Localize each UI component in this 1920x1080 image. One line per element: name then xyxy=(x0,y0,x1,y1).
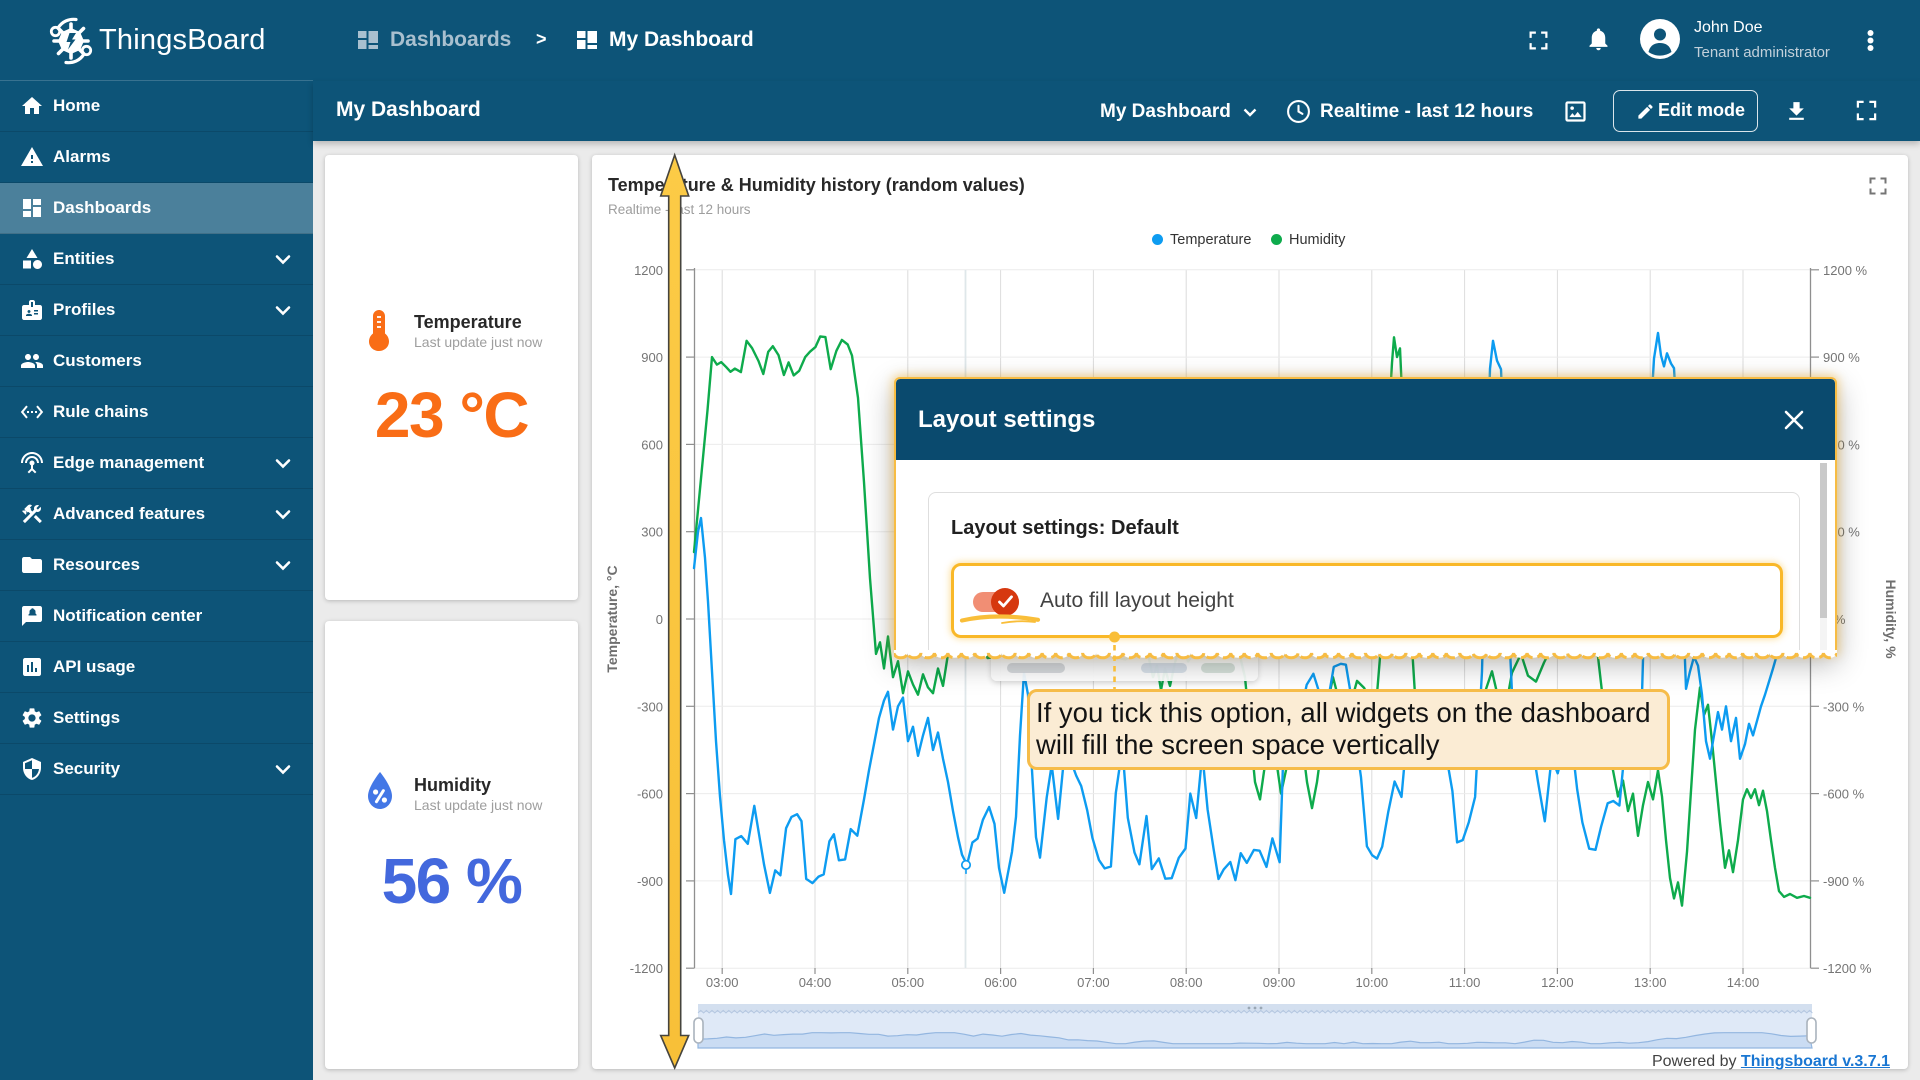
svg-text:13:00: 13:00 xyxy=(1634,975,1667,990)
svg-text:600: 600 xyxy=(641,437,663,452)
svg-text:-600: -600 xyxy=(637,787,663,802)
svg-text:Temperature, °C: Temperature, °C xyxy=(604,565,620,672)
svg-text:11:00: 11:00 xyxy=(1449,975,1481,990)
svg-text:-1200 %: -1200 % xyxy=(1823,961,1872,976)
svg-text:-1200: -1200 xyxy=(630,961,663,976)
svg-text:-300: -300 xyxy=(637,699,663,714)
svg-text:-900: -900 xyxy=(637,874,663,889)
svg-text:900: 900 xyxy=(641,350,663,365)
svg-text:12:00: 12:00 xyxy=(1541,975,1574,990)
svg-text:05:00: 05:00 xyxy=(892,975,925,990)
svg-text:1200: 1200 xyxy=(634,263,663,278)
svg-text:10:00: 10:00 xyxy=(1356,975,1389,990)
svg-text:08:00: 08:00 xyxy=(1170,975,1203,990)
svg-text:09:00: 09:00 xyxy=(1263,975,1296,990)
svg-text:900 %: 900 % xyxy=(1823,350,1860,365)
svg-text:Humidity, %: Humidity, % xyxy=(1883,579,1899,659)
svg-text:300: 300 xyxy=(641,525,663,540)
svg-text:14:00: 14:00 xyxy=(1727,975,1760,990)
svg-text:03:00: 03:00 xyxy=(706,975,739,990)
svg-text:07:00: 07:00 xyxy=(1077,975,1110,990)
svg-text:-300 %: -300 % xyxy=(1823,699,1865,714)
svg-text:0: 0 xyxy=(656,612,663,627)
svg-text:-600 %: -600 % xyxy=(1823,787,1865,802)
svg-text:04:00: 04:00 xyxy=(799,975,832,990)
svg-text:1200 %: 1200 % xyxy=(1823,263,1868,278)
svg-text:-900 %: -900 % xyxy=(1823,874,1865,889)
svg-text:06:00: 06:00 xyxy=(984,975,1017,990)
